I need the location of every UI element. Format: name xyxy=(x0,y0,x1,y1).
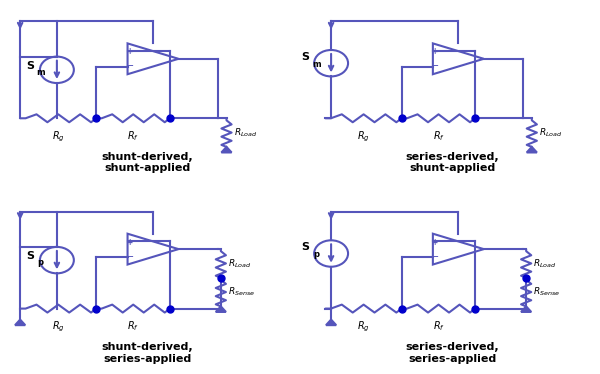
Text: $R_f$: $R_f$ xyxy=(127,129,139,143)
Text: S: S xyxy=(302,242,310,252)
Text: $R_g$: $R_g$ xyxy=(357,129,370,144)
Text: shunt-derived,
series-applied: shunt-derived, series-applied xyxy=(101,342,193,364)
Text: p: p xyxy=(37,258,43,267)
Text: $R_f$: $R_f$ xyxy=(433,320,445,333)
Polygon shape xyxy=(221,147,232,153)
Polygon shape xyxy=(216,306,226,312)
Text: $R_{Load}$: $R_{Load}$ xyxy=(539,126,562,139)
Text: $R_f$: $R_f$ xyxy=(127,320,139,333)
Polygon shape xyxy=(527,147,537,153)
Text: p: p xyxy=(313,250,319,259)
Text: +: + xyxy=(431,237,437,247)
Text: $R_{Sense}$: $R_{Sense}$ xyxy=(228,286,255,298)
Text: $R_g$: $R_g$ xyxy=(52,320,65,334)
Text: −: − xyxy=(431,252,438,261)
Text: series-derived,
shunt-applied: series-derived, shunt-applied xyxy=(406,152,499,173)
Text: $R_{Sense}$: $R_{Sense}$ xyxy=(533,286,560,298)
Text: series-derived,
series-applied: series-derived, series-applied xyxy=(406,342,499,364)
Text: S: S xyxy=(302,52,310,62)
Polygon shape xyxy=(521,306,531,312)
Text: $R_{Load}$: $R_{Load}$ xyxy=(233,126,257,139)
Text: +: + xyxy=(126,237,133,247)
Text: +: + xyxy=(126,47,133,56)
Text: S: S xyxy=(26,61,34,71)
Polygon shape xyxy=(326,320,336,325)
Text: $R_g$: $R_g$ xyxy=(52,129,65,144)
Text: −: − xyxy=(126,61,133,70)
Text: $R_{Load}$: $R_{Load}$ xyxy=(228,257,251,270)
Text: −: − xyxy=(431,61,438,70)
Text: $R_{Load}$: $R_{Load}$ xyxy=(533,257,557,270)
Text: −: − xyxy=(126,252,133,261)
Polygon shape xyxy=(15,320,25,325)
Text: m: m xyxy=(312,60,321,69)
Text: $R_g$: $R_g$ xyxy=(357,320,370,334)
Text: +: + xyxy=(431,47,437,56)
Text: m: m xyxy=(36,68,45,77)
Text: shunt-derived,
shunt-applied: shunt-derived, shunt-applied xyxy=(101,152,193,173)
Text: S: S xyxy=(26,251,34,261)
Text: $R_f$: $R_f$ xyxy=(433,129,445,143)
